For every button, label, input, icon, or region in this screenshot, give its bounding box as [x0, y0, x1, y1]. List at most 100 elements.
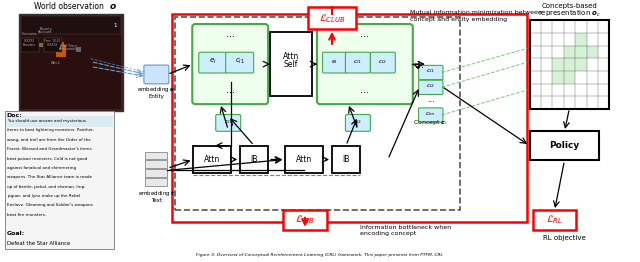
Bar — [575, 46, 587, 58]
Bar — [552, 58, 564, 71]
Bar — [564, 58, 575, 71]
Bar — [529, 131, 600, 160]
Bar — [145, 169, 167, 177]
Text: Doc:: Doc: — [6, 113, 22, 118]
Text: $c_{i2}$: $c_{i2}$ — [378, 58, 387, 66]
Bar — [552, 71, 564, 84]
Bar — [283, 210, 327, 230]
Text: Information bottleneck when
encoding concept: Information bottleneck when encoding con… — [360, 225, 451, 236]
Bar — [308, 7, 356, 29]
Text: Goal:: Goal: — [6, 231, 25, 236]
FancyBboxPatch shape — [346, 114, 371, 131]
FancyBboxPatch shape — [419, 108, 443, 122]
Bar — [38, 43, 43, 47]
Text: $\boldsymbol{o}$: $\boldsymbol{o}$ — [109, 2, 116, 11]
Text: $\mathcal{L}_{VIB}$: $\mathcal{L}_{VIB}$ — [295, 213, 315, 226]
Bar — [20, 38, 38, 52]
Bar — [332, 146, 360, 173]
Bar — [529, 20, 609, 109]
Text: beat poison monsters. Cold is not good: beat poison monsters. Cold is not good — [6, 156, 87, 161]
Bar — [145, 178, 167, 186]
Bar — [145, 152, 167, 160]
FancyBboxPatch shape — [323, 52, 348, 73]
FancyBboxPatch shape — [216, 114, 241, 131]
Text: $c_{i2}$: $c_{i2}$ — [426, 82, 435, 90]
Bar — [20, 16, 122, 109]
Text: representation $\boldsymbol{o}_c$: representation $\boldsymbol{o}_c$ — [538, 9, 601, 19]
Bar — [564, 71, 575, 84]
Text: Concepts-based: Concepts-based — [541, 3, 597, 9]
Text: items to beat lightning monsters. Panther,: items to beat lightning monsters. Panthe… — [6, 128, 94, 132]
FancyBboxPatch shape — [192, 24, 268, 104]
Bar — [172, 14, 527, 222]
Text: $\mathcal{L}_{RL}$: $\mathcal{L}_{RL}$ — [546, 213, 563, 226]
Text: embedding $\boldsymbol{e}_i$: embedding $\boldsymbol{e}_i$ — [136, 85, 176, 94]
Text: First name: First name — [22, 32, 37, 36]
Bar — [193, 146, 231, 173]
Text: XXXXXX: XXXXXX — [47, 43, 58, 47]
Text: weapons. The Star Alliance team is made: weapons. The Star Alliance team is made — [6, 175, 92, 179]
Text: Attn: Attn — [283, 52, 299, 61]
Bar — [76, 47, 81, 52]
Text: jaguar, and lynx make up the Rebel: jaguar, and lynx make up the Rebel — [6, 194, 80, 198]
Text: Figure 3: Overview of Conceptual Reinforcement Learning (CRL) framework. This pa: Figure 3: Overview of Conceptual Reinfor… — [196, 253, 444, 257]
Text: against fanatical and shimmering: against fanatical and shimmering — [6, 166, 76, 170]
Bar — [270, 32, 312, 96]
Text: Win.1: Win.1 — [51, 61, 61, 65]
Text: Bounders: Bounders — [23, 43, 36, 47]
Bar — [175, 17, 460, 210]
Bar — [532, 210, 577, 230]
FancyBboxPatch shape — [346, 52, 371, 73]
Text: IB: IB — [342, 155, 349, 164]
Bar — [19, 14, 124, 111]
Text: XXXXXX: XXXXXX — [24, 39, 35, 43]
Text: $c_{im}$: $c_{im}$ — [426, 110, 436, 118]
Text: IB: IB — [250, 155, 258, 164]
Bar — [58, 42, 63, 50]
Text: $\mathcal{L}_{CLUB}$: $\mathcal{L}_{CLUB}$ — [319, 12, 346, 25]
Bar — [564, 46, 575, 58]
Text: wang, and troll are from the Order of the: wang, and troll are from the Order of th… — [6, 138, 90, 142]
Text: Bounty: Bounty — [39, 27, 52, 31]
Text: $c_{i1}$: $c_{i1}$ — [353, 58, 362, 66]
Bar — [587, 46, 598, 58]
Bar — [20, 16, 122, 34]
Text: Attn: Attn — [204, 155, 220, 164]
Text: $c_{i1}$: $c_{i1}$ — [224, 118, 233, 126]
FancyBboxPatch shape — [199, 52, 227, 73]
FancyBboxPatch shape — [226, 52, 253, 73]
Text: up of beetle, jackal, and shaman. Imp,: up of beetle, jackal, and shaman. Imp, — [6, 185, 85, 189]
Text: ...: ... — [226, 29, 235, 39]
FancyBboxPatch shape — [419, 80, 443, 94]
Text: Entity: Entity — [148, 94, 164, 99]
Text: Text: Text — [151, 198, 162, 203]
Text: $e_i$: $e_i$ — [209, 57, 216, 66]
Bar — [575, 33, 587, 46]
Text: Policy: Policy — [549, 141, 580, 150]
Text: ...: ... — [415, 60, 424, 70]
Text: embedding $\boldsymbol{t}$: embedding $\boldsymbol{t}$ — [138, 189, 175, 198]
Bar — [285, 146, 323, 173]
Text: ...: ... — [226, 85, 235, 95]
Text: Add Time: Add Time — [60, 44, 77, 48]
Text: $c_{i1}$: $c_{i1}$ — [426, 68, 435, 75]
Text: Mutual information minimization between
concept and entity embedding: Mutual information minimization between … — [410, 10, 541, 22]
Text: Enclave. Gleaming and Soldier's weapons: Enclave. Gleaming and Soldier's weapons — [6, 204, 92, 208]
Text: Concept $\boldsymbol{c}_i$: Concept $\boldsymbol{c}_i$ — [413, 118, 448, 127]
Text: 1: 1 — [114, 23, 117, 28]
FancyBboxPatch shape — [371, 52, 396, 73]
Text: ...: ... — [360, 85, 369, 95]
Text: Time  10:10: Time 10:10 — [44, 39, 61, 43]
Bar — [44, 38, 61, 52]
Text: RL objective: RL objective — [543, 234, 586, 241]
Text: Aficionado: Aficionado — [60, 47, 78, 51]
Text: Attn: Attn — [296, 155, 312, 164]
Bar — [6, 116, 113, 127]
Text: ...: ... — [360, 29, 369, 39]
Text: $e_i$: $e_i$ — [332, 58, 339, 66]
Text: Forest. Blessed and Grandmaster's items: Forest. Blessed and Grandmaster's items — [6, 147, 92, 151]
Text: $c_{i2}$: $c_{i2}$ — [353, 118, 362, 126]
Text: Self: Self — [284, 60, 298, 69]
Text: Account: Account — [38, 30, 53, 34]
Bar — [240, 146, 268, 173]
